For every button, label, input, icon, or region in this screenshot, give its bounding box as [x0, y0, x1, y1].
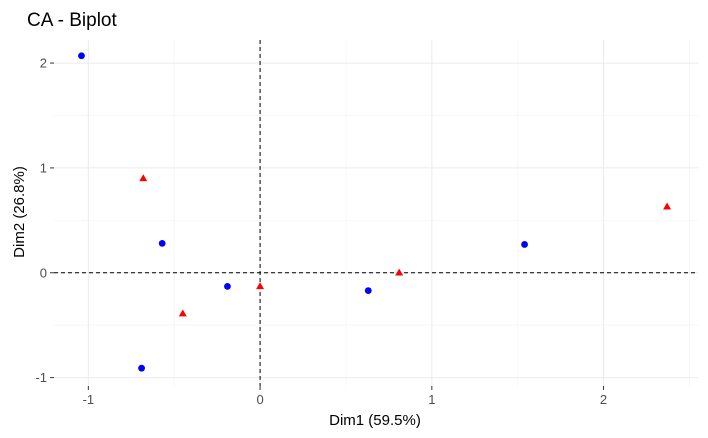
circle-point — [521, 241, 528, 248]
y-tick-label: -1 — [35, 370, 47, 385]
x-tick-label: -1 — [83, 392, 95, 407]
circle-point — [158, 240, 166, 247]
y-axis-title: Dim2 (26.8%) — [11, 166, 28, 258]
y-tick-label: 0 — [40, 265, 47, 280]
data-points — [78, 52, 672, 372]
y-tick-label: 1 — [40, 160, 47, 175]
circle-point — [224, 282, 231, 290]
circle-point — [78, 52, 85, 60]
triangle-point — [139, 174, 148, 182]
circle-point — [364, 287, 372, 294]
triangle-point — [395, 268, 404, 276]
x-tick-label: 2 — [600, 392, 607, 407]
axis-ticks: -1 0 1 2 -1 0 1 2 — [35, 56, 607, 407]
triangle-point — [256, 282, 265, 290]
triangle-point — [178, 309, 187, 317]
x-axis-title: Dim1 (59.5%) — [329, 412, 421, 429]
triangle-point — [663, 202, 672, 210]
x-tick-label: 1 — [428, 392, 435, 407]
circle-point — [138, 364, 145, 372]
y-tick-label: 2 — [40, 56, 47, 71]
reference-lines — [54, 40, 698, 386]
x-tick-label: 0 — [256, 392, 263, 407]
chart-title: CA - Biplot — [27, 10, 117, 31]
